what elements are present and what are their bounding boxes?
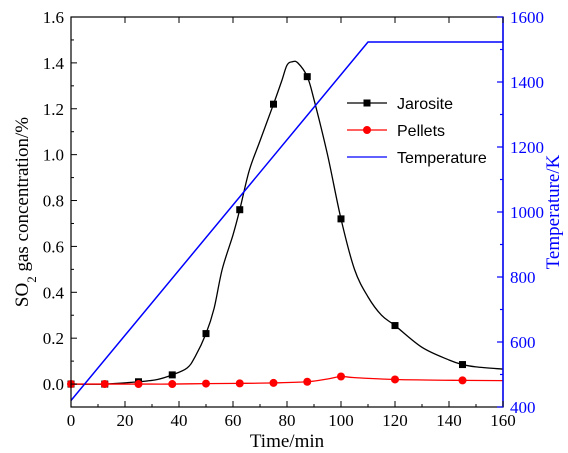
y-right-tick-label: 600 (510, 333, 536, 352)
data-point-pellets (269, 378, 278, 387)
x-tick-label: 60 (225, 411, 242, 430)
data-point-pellets (202, 379, 210, 388)
y-left-axis-title: SO2 gas concentration/% (12, 117, 39, 307)
x-tick-label: 20 (117, 411, 134, 430)
y-left-tick-label: 0.8 (43, 192, 64, 211)
data-point-jarosite (202, 330, 210, 338)
y-right-axis-title: Temperature/K (543, 154, 564, 269)
y-left-tick-label: 0.0 (43, 375, 64, 394)
data-point-jarosite (168, 371, 176, 379)
x-axis-ticks: 0 20 40 60 80 100 120 140 160 (67, 17, 516, 430)
data-point-pellets (458, 376, 467, 385)
y-right-tick-label: 1400 (510, 73, 544, 92)
legend-label-temperature: Temperature (397, 150, 487, 167)
data-point-pellets (168, 380, 177, 389)
y-right-tick-label: 800 (510, 268, 536, 287)
x-tick-label: 160 (490, 411, 516, 430)
y-left-tick-label: 1.0 (43, 146, 64, 165)
y-left-tick-label: 0.2 (43, 329, 64, 348)
y-right-tick-label: 1000 (510, 203, 544, 222)
data-point-jarosite (391, 322, 399, 330)
series-layer (67, 41, 504, 401)
data-point-pellets (235, 379, 244, 388)
y-left-tick-label: 0.6 (43, 237, 64, 256)
data-point-pellets (391, 375, 399, 384)
series-line-temperature (70, 41, 503, 401)
x-tick-label: 100 (328, 411, 354, 430)
y-left-axis-ticks: 0.0 0.2 0.4 0.6 0.8 1.0 1.2 1.4 1.6 (43, 8, 77, 394)
y-left-tick-label: 1.6 (43, 8, 64, 27)
y-right-tick-label: 400 (510, 398, 536, 417)
y-left-title-rest: gas concentration/% (12, 117, 33, 277)
data-point-jarosite (236, 206, 244, 214)
data-point-jarosite (337, 215, 345, 223)
y-right-tick-label: 1600 (510, 8, 544, 27)
y-right-tick-label: 1200 (510, 138, 544, 157)
y-left-tick-label: 1.2 (43, 100, 64, 119)
data-point-jarosite (270, 100, 277, 108)
y-left-title-subscript: 2 (24, 276, 39, 283)
x-tick-label: 0 (67, 411, 76, 430)
legend-label-jarosite: Jarosite (397, 96, 453, 113)
x-tick-label: 120 (382, 411, 408, 430)
legend: Jarosite Pellets Temperature (347, 96, 487, 167)
data-point-pellets (100, 380, 109, 389)
data-point-pellets (134, 380, 143, 389)
data-point-jarosite (303, 73, 311, 81)
legend-marker-jarosite (363, 99, 371, 107)
y-left-tick-label: 1.4 (43, 54, 65, 73)
y-right-axis-ticks: 400 600 800 1000 1200 1400 1600 (497, 8, 544, 417)
legend-marker-pellets (363, 126, 371, 134)
x-tick-label: 40 (171, 411, 188, 430)
x-axis-title: Time/min (250, 431, 325, 452)
y-left-tick-label: 0.4 (43, 283, 65, 302)
x-tick-label: 140 (436, 411, 462, 430)
x-tick-label: 80 (279, 411, 296, 430)
data-point-pellets (337, 372, 345, 381)
data-point-pellets (303, 377, 312, 386)
legend-label-pellets: Pellets (397, 123, 445, 140)
data-point-jarosite (459, 361, 466, 369)
y-left-title-main: SO (12, 283, 33, 307)
